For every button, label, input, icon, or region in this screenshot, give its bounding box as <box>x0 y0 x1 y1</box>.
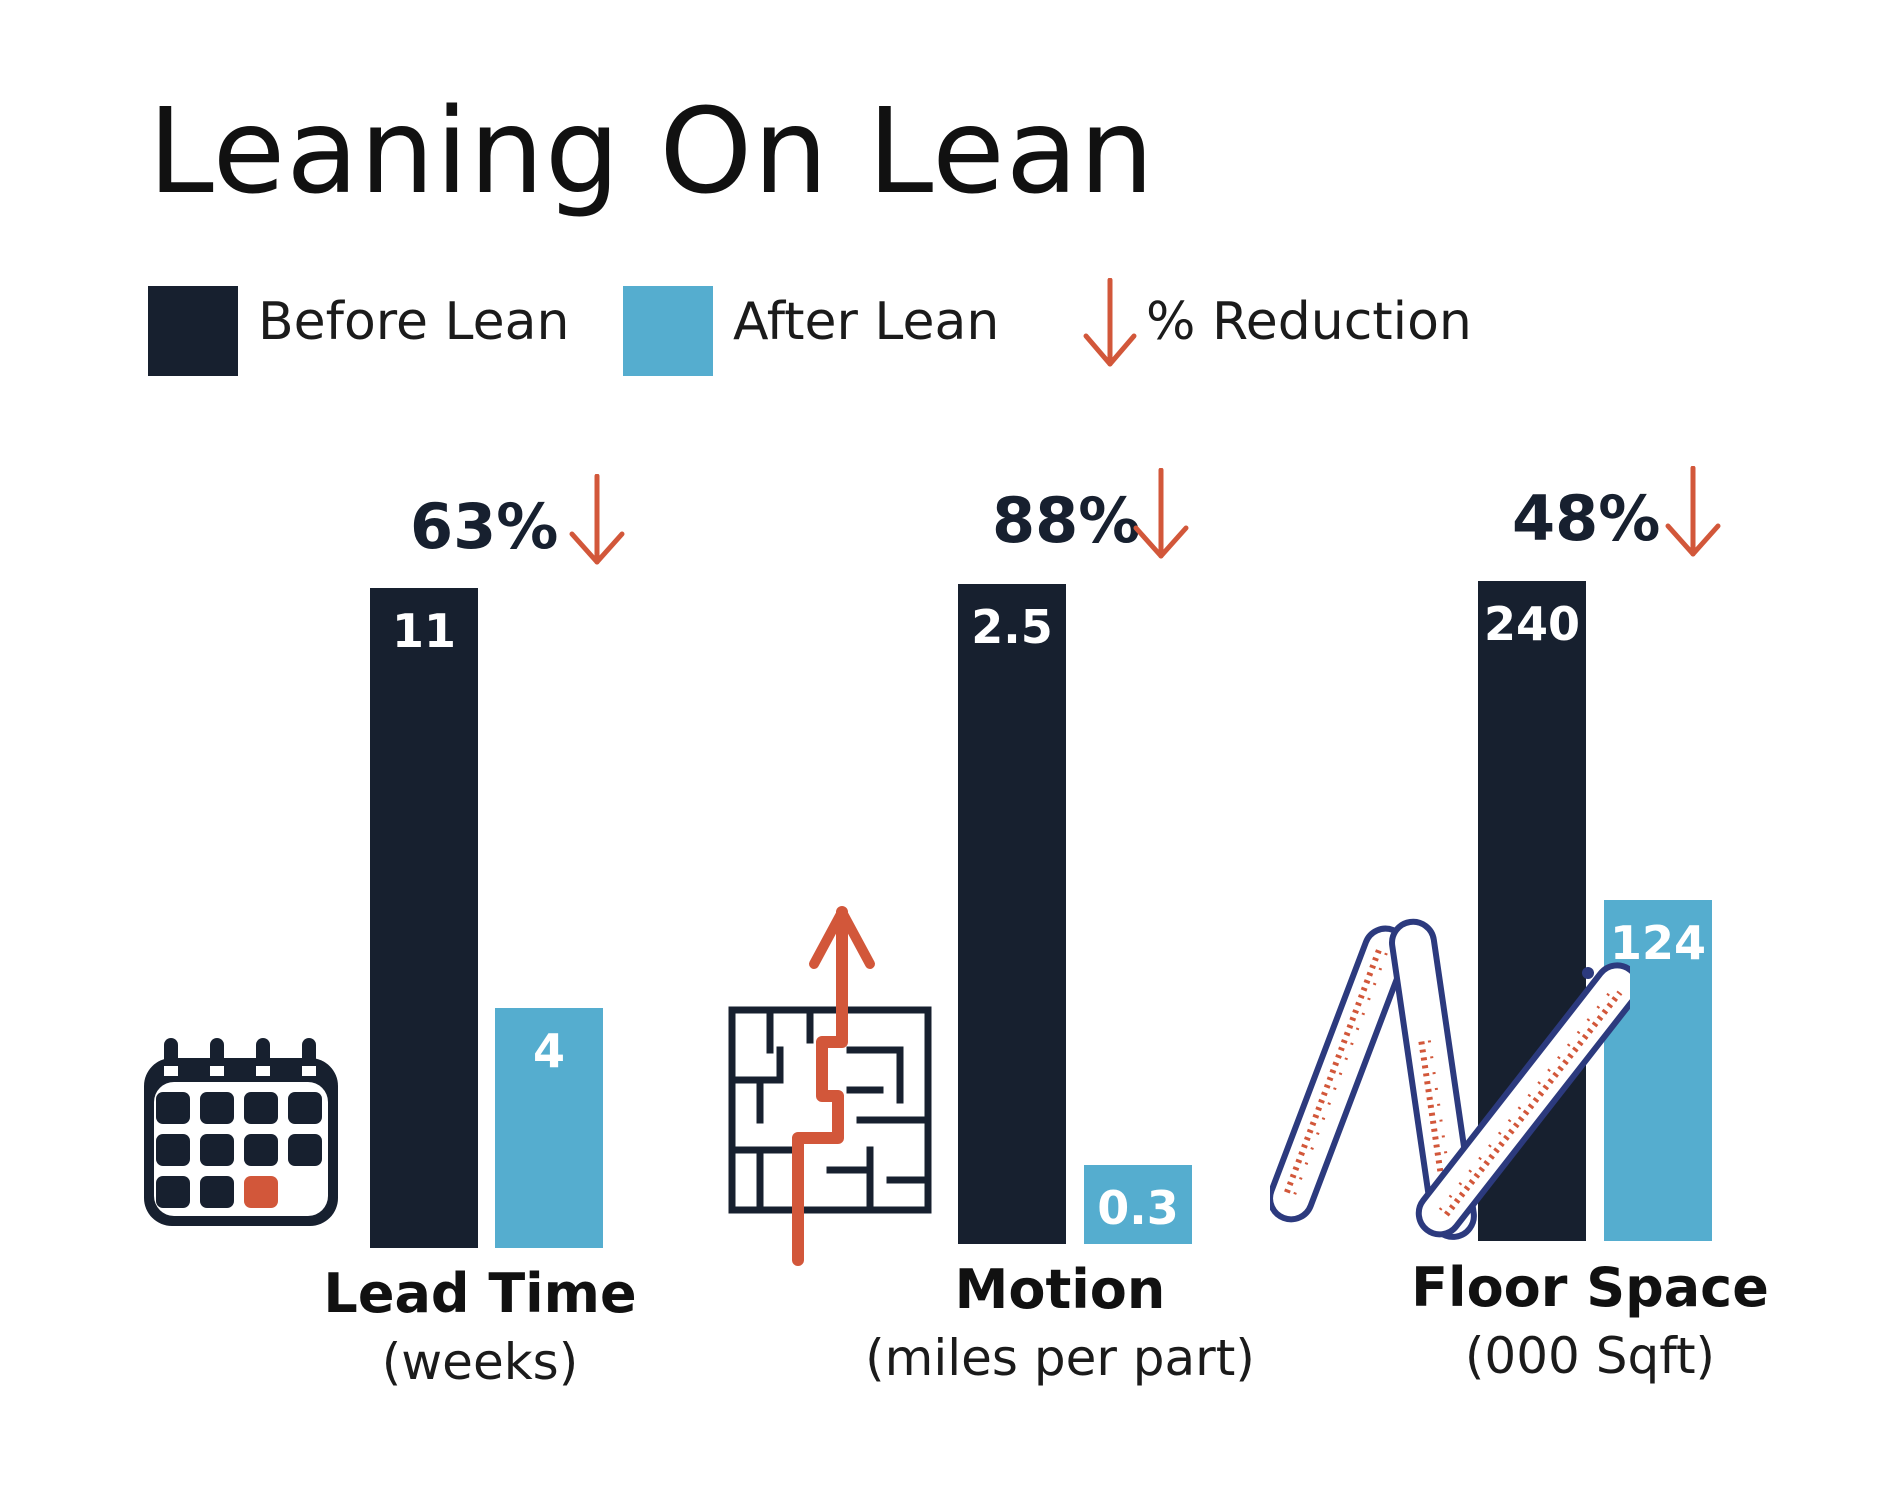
metric-label: Lead Time (weeks) <box>230 1262 730 1397</box>
folding-ruler-icon <box>1270 918 1630 1240</box>
bar-after-lean <box>1604 900 1712 1241</box>
down-arrow-icon <box>569 474 625 565</box>
metric-name: Floor Space <box>1411 1256 1769 1319</box>
metric-name: Motion <box>954 1258 1166 1321</box>
reduction-percent: 48% <box>1512 482 1661 555</box>
down-arrow-icon <box>1083 278 1137 367</box>
bar-after-lean <box>1084 1165 1192 1244</box>
calendar-icon <box>144 1038 338 1226</box>
page-title: Leaning On Lean <box>148 82 1155 220</box>
down-arrow-icon <box>1133 468 1189 559</box>
metric-unit: (000 Sqft) <box>1464 1326 1716 1385</box>
metric-label: Motion (miles per part) <box>810 1258 1310 1393</box>
metric-unit: (weeks) <box>381 1332 579 1391</box>
bar-value-label: 124 <box>1609 916 1707 970</box>
down-arrow-icon <box>1665 466 1721 557</box>
bar-before-lean <box>370 588 478 1248</box>
bar-before-lean <box>958 584 1066 1244</box>
legend-label-after: After Lean <box>733 292 1000 352</box>
legend-swatch-before <box>148 286 238 376</box>
maze-icon <box>728 906 932 1266</box>
reduction-percent: 88% <box>992 484 1141 557</box>
bar-after-lean <box>495 1008 603 1248</box>
metric-unit: (miles per part) <box>865 1328 1255 1387</box>
bar-value-label: 4 <box>532 1024 565 1078</box>
bar-value-label: 11 <box>391 604 456 658</box>
metric-label: Floor Space (000 Sqft) <box>1340 1256 1840 1391</box>
bar-value-label: 2.5 <box>971 600 1053 654</box>
legend-swatch-after <box>623 286 713 376</box>
bar-value-label: 240 <box>1483 597 1581 651</box>
metric-name: Lead Time <box>323 1262 637 1325</box>
legend-label-reduction: % Reduction <box>1146 292 1472 352</box>
bar-value-label: 0.3 <box>1097 1181 1179 1235</box>
legend-label-before: Before Lean <box>258 292 570 352</box>
reduction-percent: 63% <box>410 490 559 563</box>
